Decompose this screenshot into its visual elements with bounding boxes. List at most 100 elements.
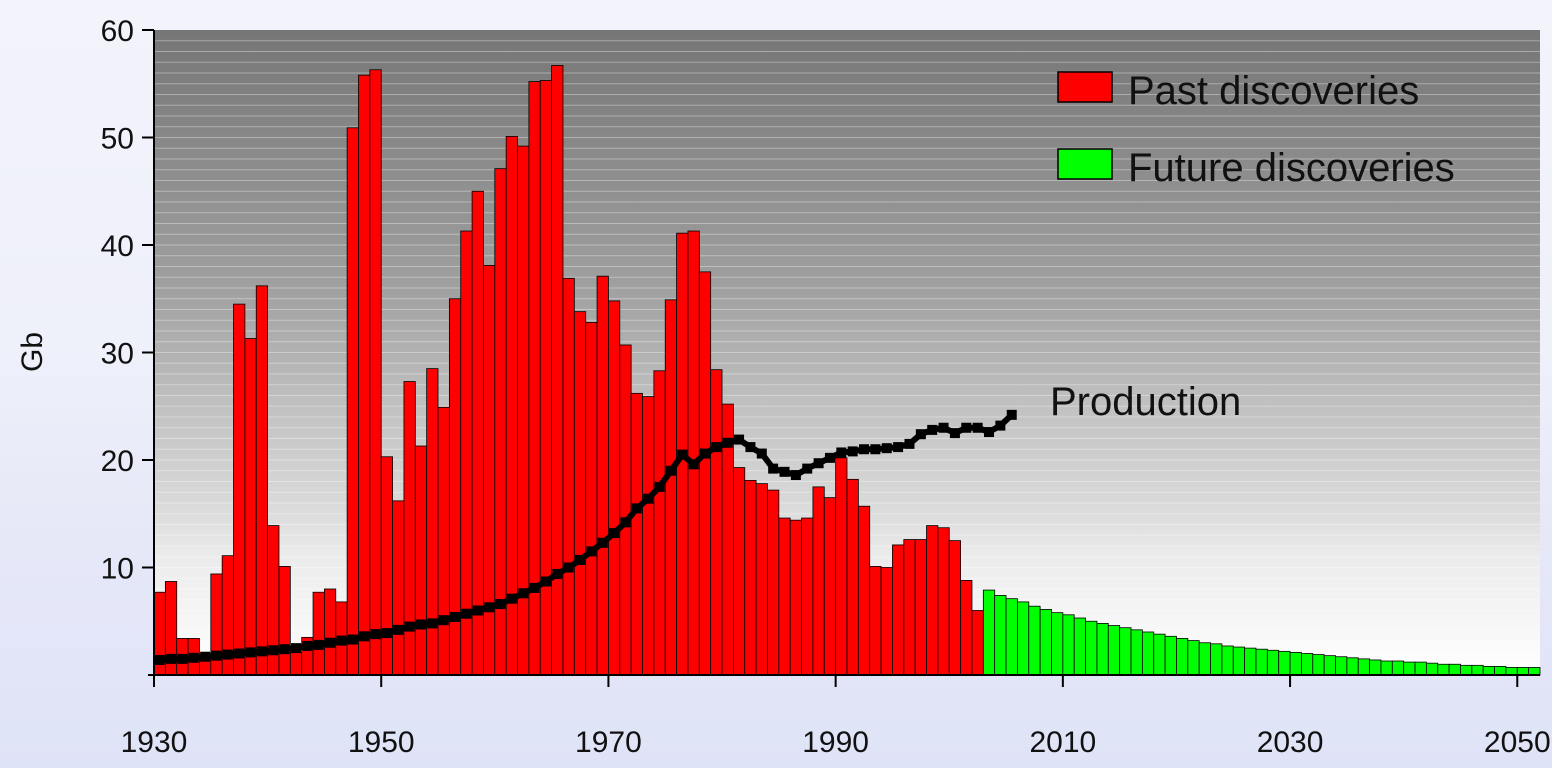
future-discovery-bar <box>1369 659 1382 676</box>
future-discovery-bar <box>1312 654 1325 676</box>
past-discovery-bar <box>812 486 825 676</box>
past-discovery-bar <box>255 285 269 676</box>
past-discovery-bar <box>414 445 428 676</box>
past-discovery-bar <box>562 277 575 676</box>
production-point <box>609 528 620 539</box>
x-tick-label: 1990 <box>802 726 869 759</box>
future-discovery-bar <box>1039 609 1052 676</box>
production-point <box>1006 409 1017 420</box>
production-point <box>756 448 767 459</box>
future-discovery-bar <box>1335 656 1348 676</box>
future-discovery-bar <box>1448 663 1461 676</box>
production-point <box>870 444 881 455</box>
future-discovery-bar <box>1198 642 1211 676</box>
future-discovery-bar <box>1437 663 1450 676</box>
production-point <box>813 458 824 469</box>
y-axis-title: Gb <box>16 332 49 372</box>
production-point <box>506 593 517 604</box>
future-discovery-bar <box>1153 633 1166 676</box>
future-discovery-bar <box>1210 643 1223 676</box>
future-discovery-bar <box>1391 660 1405 676</box>
past-discovery-bar <box>551 65 564 676</box>
production-point <box>404 621 415 632</box>
future-discovery-bar <box>1187 640 1200 676</box>
x-tick-label: 1930 <box>121 726 188 759</box>
past-discovery-bar <box>732 467 746 676</box>
production-point <box>711 442 722 453</box>
future-discovery-bar <box>1494 666 1507 676</box>
production-point <box>472 605 483 616</box>
production-point <box>836 447 847 458</box>
production-point <box>620 517 631 528</box>
production-point <box>938 422 949 433</box>
past-discovery-bar <box>971 610 984 676</box>
future-discovery-bar <box>1176 638 1189 676</box>
legend-swatch-future <box>1057 148 1113 180</box>
production-point <box>665 465 676 476</box>
past-discovery-bar <box>380 456 393 676</box>
legend-label-past: Past discoveries <box>1128 69 1419 113</box>
production-point <box>495 599 506 610</box>
production-point <box>677 449 688 460</box>
past-discovery-bar <box>233 303 246 676</box>
production-point <box>461 608 472 619</box>
future-discovery-bar <box>1266 649 1280 676</box>
future-discovery-bar <box>1357 658 1370 676</box>
y-tick-label: 50 <box>101 123 134 156</box>
production-point <box>722 437 733 448</box>
future-discovery-bar <box>1141 631 1155 676</box>
past-discovery-bar <box>244 338 257 676</box>
production-point <box>313 639 324 650</box>
past-discovery-bar <box>960 580 973 676</box>
production-point <box>540 576 551 587</box>
future-discovery-bar <box>1096 623 1109 676</box>
x-tick-label: 1970 <box>575 726 642 759</box>
past-discovery-bar <box>869 566 882 676</box>
future-discovery-bar <box>1425 662 1439 676</box>
production-point <box>393 624 404 635</box>
production-point <box>563 562 574 573</box>
production-point <box>893 442 904 453</box>
y-tick-label: 30 <box>101 338 134 371</box>
future-discovery-bar <box>1460 664 1473 676</box>
production-point <box>927 424 938 435</box>
future-discovery-bar <box>1403 661 1416 676</box>
future-discovery-bar <box>1505 667 1518 676</box>
past-discovery-bar <box>835 457 848 676</box>
past-discovery-bar <box>937 527 950 676</box>
production-point <box>234 648 245 659</box>
production-point <box>291 643 302 654</box>
x-tick-label: 2030 <box>1257 726 1324 759</box>
past-discovery-bar <box>710 369 723 676</box>
production-point <box>768 463 779 474</box>
production-point <box>245 647 256 658</box>
future-discovery-bar <box>1471 664 1484 676</box>
future-discovery-bar <box>1289 652 1302 676</box>
production-point <box>529 582 540 593</box>
production-point <box>177 653 188 664</box>
past-discovery-bar <box>767 489 780 676</box>
production-point <box>699 448 710 459</box>
past-discovery-bar <box>948 540 962 676</box>
production-point <box>222 649 233 660</box>
past-discovery-bar <box>857 505 871 676</box>
production-point <box>336 635 347 646</box>
future-discovery-bar <box>1528 667 1541 676</box>
future-discovery-bar <box>1005 598 1018 676</box>
production-point <box>575 554 586 565</box>
production-point <box>847 446 858 457</box>
past-discoveries-bars <box>153 65 984 676</box>
production-point <box>643 493 654 504</box>
production-point <box>154 654 165 665</box>
past-discovery-bar <box>630 392 643 676</box>
past-discovery-bar <box>892 544 905 676</box>
production-point <box>381 628 392 639</box>
production-point <box>518 588 529 599</box>
future-discovery-bar <box>1278 650 1291 676</box>
production-point <box>949 428 960 439</box>
legend: Past discoveries Future discoveries <box>1057 69 1455 190</box>
production-point <box>881 443 892 454</box>
past-discovery-bar <box>324 588 337 676</box>
production-point <box>688 459 699 470</box>
future-discovery-bar <box>1482 666 1495 676</box>
